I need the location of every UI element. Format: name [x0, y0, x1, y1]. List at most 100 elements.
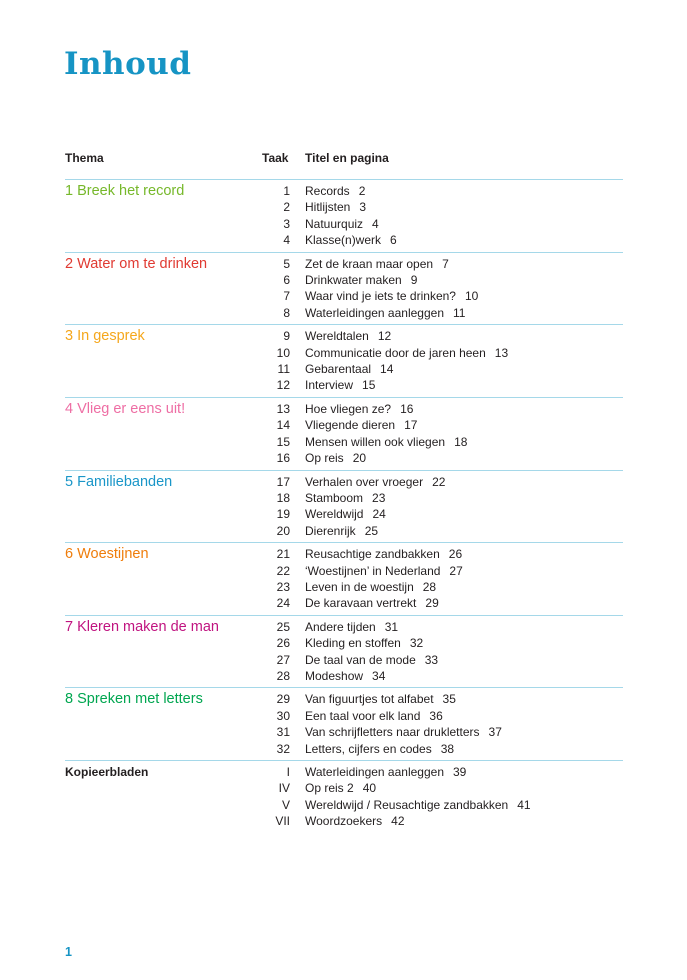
theme-heading: 4 Vlieg er eens uit! [65, 400, 186, 417]
task-title-text: Natuurquiz [305, 216, 364, 231]
page-title: Inhoud [64, 46, 192, 82]
task-page-number: 38 [440, 741, 455, 756]
task-rows: 17 Verhalen over vroeger 22 18 Stamboom 23 19 W… [262, 474, 623, 540]
task-title-text: Op reis [305, 451, 344, 466]
toc-row: V Wereldwijd / Reusachtige zandbakken 41 [262, 797, 623, 813]
task-number: 10 [276, 345, 290, 360]
task-page-number: 35 [442, 692, 456, 707]
toc-row: 5 Zet de kraan maar open 7 [262, 256, 623, 272]
task-number: 19 [276, 507, 290, 522]
task-page-number: 15 [362, 378, 376, 393]
task-page-number: 34 [372, 668, 386, 683]
task-rows: 21 Reusachtige zandbakken 26 22 ‘Woestijnen’… [262, 546, 623, 612]
task-page-number: 41 [517, 797, 531, 812]
toc-section: 2 Water om te drinken 5 Zet de kraan maar … [65, 251, 623, 325]
task-title: Kleding en stoffen 32 [290, 635, 423, 651]
task-page-number: 42 [391, 814, 405, 829]
task-page-number: 24 [372, 507, 386, 522]
theme-heading: 8 Spreken met letters [65, 691, 203, 708]
toc-row: 24 De karavaan vertrekt 29 [262, 595, 623, 611]
task-title: Op reis 20 [290, 450, 366, 466]
task-title-text: Op reis 2 [305, 781, 354, 796]
task-title: Wereldtalen 12 [290, 328, 391, 344]
toc-row: 8 Waterleidingen aanleggen 11 [262, 305, 623, 321]
task-number: 29 [276, 692, 290, 707]
task-title: Stamboom 23 [290, 490, 385, 506]
task-title-text: Wereldwijd [305, 507, 364, 522]
task-title-text: Interview [305, 378, 354, 393]
task-number: 12 [276, 378, 290, 393]
task-title-text: Dierenrijk [305, 523, 356, 538]
task-title: Op reis 2 40 [290, 780, 376, 796]
task-page-number: 40 [362, 781, 377, 796]
task-title: Leven in de woestijn 28 [290, 579, 436, 595]
task-title: Een taal voor elk land 36 [290, 708, 443, 724]
task-number: 31 [276, 725, 290, 740]
toc-sections: 1 Breek het record 1 Records 2 2 Hitlijsten 3 3… [65, 179, 623, 833]
toc-row: 17 Verhalen over vroeger 22 [262, 474, 623, 490]
theme-heading: 7 Kleren maken de man [65, 618, 219, 635]
task-title: Hoe vliegen ze? 16 [290, 401, 413, 417]
toc-row: 7 Waar vind je iets te drinken? 10 [262, 288, 623, 304]
header-titel-en-pagina: Titel en pagina [305, 151, 389, 165]
task-number: 15 [276, 434, 290, 449]
toc-row: 4 Klasse(n)werk 6 [262, 232, 623, 248]
task-rows: 1 Records 2 2 Hitlijsten 3 3 Natuurquiz 4 4 Klasse… [262, 183, 623, 249]
toc-row: 3 Natuurquiz 4 [262, 216, 623, 232]
task-title-text: De karavaan vertrekt [305, 596, 417, 611]
task-number: 30 [276, 708, 290, 723]
task-title: De karavaan vertrekt 29 [290, 595, 439, 611]
task-title-text: Drinkwater maken [305, 273, 402, 288]
task-title: Van figuurtjes tot alfabet 35 [290, 691, 456, 707]
task-title-text: Mensen willen ook vliegen [305, 434, 446, 449]
task-title-text: ‘Woestijnen’ in Nederland [305, 563, 441, 578]
task-title-text: Hitlijsten [305, 200, 351, 215]
theme-heading: 5 Familiebanden [65, 473, 173, 490]
task-title-text: Leven in de woestijn [305, 579, 414, 594]
toc-row: 30 Een taal voor elk land 36 [262, 708, 623, 724]
task-title: Wereldwijd 24 [290, 506, 386, 522]
task-number: 32 [276, 741, 290, 756]
task-title: Waar vind je iets te drinken? 10 [290, 288, 478, 304]
task-title-text: Kleding en stoffen [305, 636, 401, 651]
task-title: Woordzoekers 42 [290, 813, 405, 829]
task-number: 2 [283, 200, 290, 215]
task-title: Mensen willen ook vliegen 18 [290, 434, 467, 450]
toc-row: 1 Records 2 [262, 183, 623, 199]
task-page-number: 23 [372, 490, 386, 505]
task-title-text: Records [305, 184, 350, 198]
task-page-number: 36 [429, 708, 443, 723]
toc-row: 31 Van schrijfletters naar drukletters 37 [262, 724, 623, 740]
task-title: Reusachtige zandbakken 26 [290, 546, 462, 562]
task-title: Wereldwijd / Reusachtige zandbakken 41 [290, 797, 531, 813]
task-title-text: Zet de kraan maar open [305, 256, 434, 271]
task-title-text: Hoe vliegen ze? [305, 401, 392, 416]
task-title: ‘Woestijnen’ in Nederland 27 [290, 563, 463, 579]
task-number: 13 [276, 401, 290, 416]
task-title: Waterleidingen aanleggen 11 [290, 305, 465, 321]
toc-row: VII Woordzoekers 42 [262, 813, 623, 829]
toc-row: 32 Letters, cijfers en codes 38 [262, 741, 623, 757]
task-title: Letters, cijfers en codes 38 [290, 741, 454, 757]
task-number: I [286, 765, 290, 779]
toc-section: 5 Familiebanden 17 Verhalen over vroeger 22… [65, 469, 623, 543]
task-rows: I Waterleidingen aanleggen 39 IV Op reis 2 40… [262, 764, 623, 830]
toc-header-row: Thema Taak Titel en pagina [65, 150, 623, 179]
task-title: Andere tijden 31 [290, 619, 398, 635]
task-number: 5 [283, 256, 290, 271]
toc-row: 29 Van figuurtjes tot alfabet 35 [262, 691, 623, 707]
toc-row: I Waterleidingen aanleggen 39 [262, 764, 623, 780]
task-title-text: Waterleidingen aanleggen [305, 305, 444, 320]
toc-section: 3 In gesprek 9 Wereldtalen 12 10 Communicatie… [65, 324, 623, 397]
task-page-number: 39 [453, 765, 467, 779]
task-number: 26 [276, 636, 290, 651]
task-page-number: 29 [425, 596, 439, 611]
toc-row: 25 Andere tijden 31 [262, 619, 623, 635]
task-number: 4 [283, 233, 290, 248]
toc-row: 13 Hoe vliegen ze? 16 [262, 401, 623, 417]
theme-heading: Kopieerbladen [65, 765, 149, 779]
task-title: Interview 15 [290, 377, 375, 393]
task-number: 20 [276, 523, 290, 538]
task-number: 3 [283, 216, 290, 231]
